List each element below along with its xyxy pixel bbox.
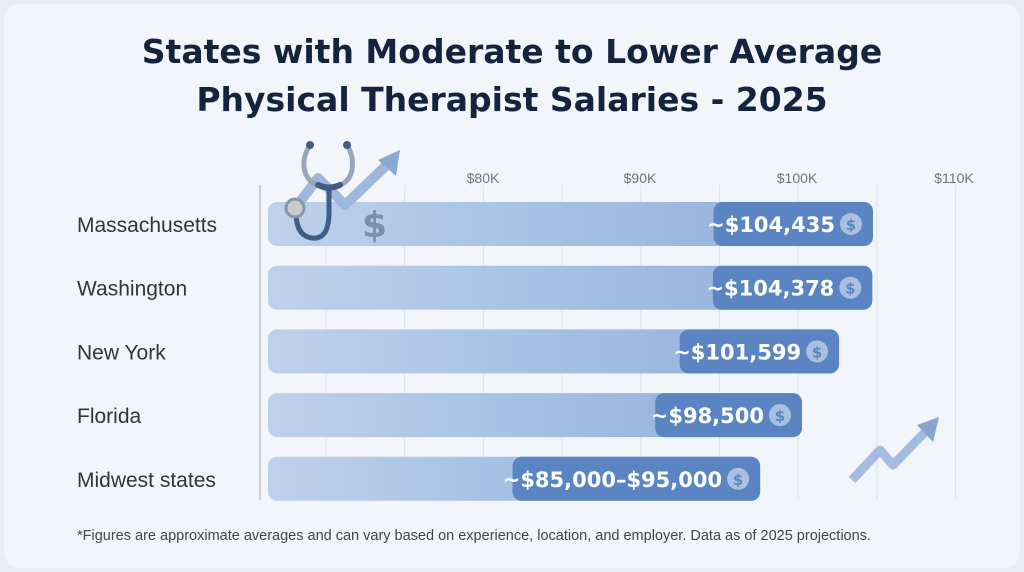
x-tick-label: $100K (777, 170, 818, 186)
x-tick-label: $90K (624, 170, 657, 186)
dollar-coin-glyph: $ (846, 216, 856, 234)
dollar-coin-glyph: $ (733, 471, 743, 489)
value-pill (679, 329, 840, 374)
x-tick-label: $80K (467, 170, 500, 186)
category-label: Florida (77, 405, 142, 428)
data-label: ~$104,378 (706, 277, 834, 301)
dollar-coin-glyph: $ (812, 343, 822, 361)
data-label: ~$104,435 (707, 213, 835, 237)
value-pill (512, 456, 761, 501)
category-label: Midwest states (77, 469, 216, 492)
value-pill (655, 393, 802, 438)
title-line-1: States with Moderate to Lower Average (141, 32, 883, 71)
dollar-coin-icon (769, 404, 791, 427)
data-label: ~$85,000–$95,000 (503, 468, 722, 492)
dollar-coin-icon (839, 276, 862, 299)
dollar-coin-glyph: $ (845, 280, 855, 298)
dollar-coin-glyph: $ (775, 407, 785, 425)
dollar-coin-icon (806, 340, 829, 363)
category-label: Massachusetts (77, 214, 217, 237)
value-pill (712, 265, 873, 310)
chart-title: States with Moderate to Lower Average Ph… (0, 28, 1024, 124)
category-label: New York (77, 341, 166, 364)
category-label: Washington (77, 278, 187, 301)
title-line-2: Physical Therapist Salaries - 2025 (196, 80, 828, 119)
stethoscope-icon (284, 141, 355, 241)
dollar-coin-icon (727, 467, 750, 490)
footnote: *Figures are approximate averages and ca… (77, 528, 871, 544)
dollar-icon: $ (362, 205, 387, 246)
x-tick-label: $110K (934, 170, 974, 186)
value-pill (713, 202, 873, 246)
data-label: ~$101,599 (673, 340, 801, 364)
trend-arrow-icon (848, 417, 939, 484)
data-label: ~$98,500 (651, 404, 764, 428)
dollar-coin-icon (839, 213, 862, 235)
